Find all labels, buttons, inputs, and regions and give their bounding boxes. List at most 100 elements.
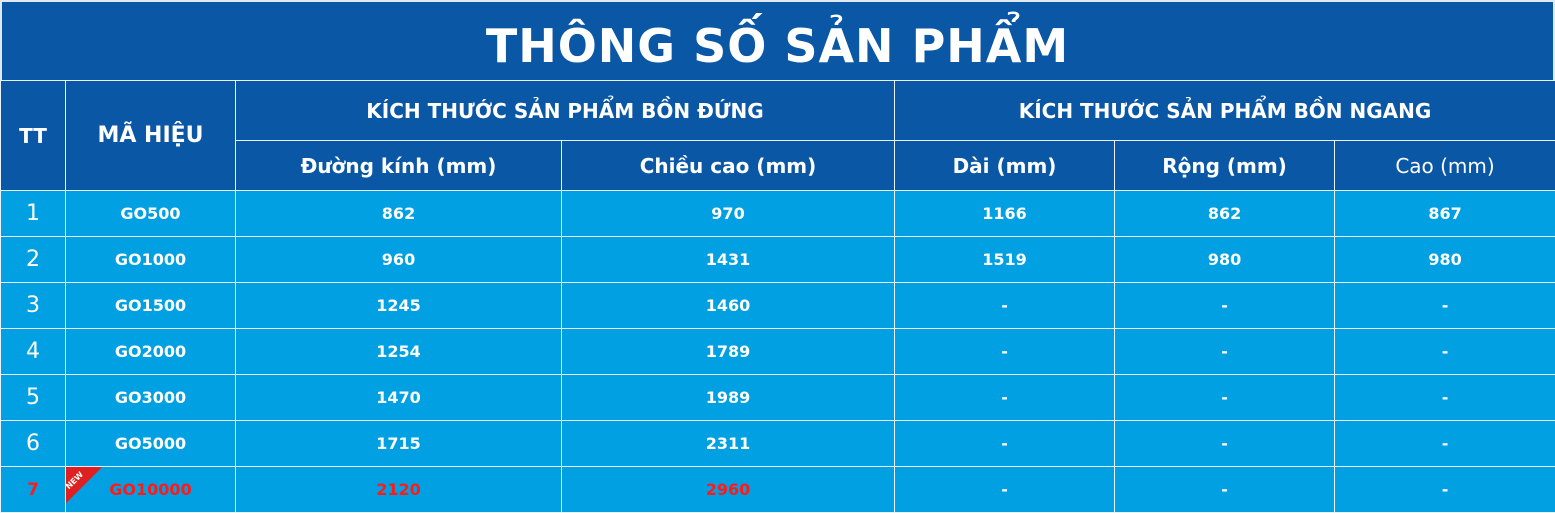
cell-value: GO1500 bbox=[115, 296, 186, 315]
cell-height: 1789 bbox=[562, 329, 895, 375]
header-diameter: Đường kính (mm) bbox=[236, 141, 562, 191]
cell-value: 5 bbox=[26, 385, 40, 410]
cell-value: 862 bbox=[382, 204, 415, 223]
cell-h-height: - bbox=[1335, 375, 1555, 421]
cell-value: GO10000 bbox=[109, 480, 191, 499]
page-title: THÔNG SỐ SẢN PHẨM bbox=[0, 0, 1555, 80]
cell-value: - bbox=[1001, 296, 1008, 315]
cell-code: GO500 bbox=[66, 191, 236, 237]
cell-value: 2311 bbox=[706, 434, 751, 453]
cell-tt: 3 bbox=[1, 283, 66, 329]
cell-value: 1431 bbox=[706, 250, 751, 269]
cell-length: - bbox=[895, 329, 1115, 375]
cell-width: - bbox=[1115, 329, 1335, 375]
cell-height: 2311 bbox=[562, 421, 895, 467]
cell-value: GO500 bbox=[120, 204, 180, 223]
cell-value: 980 bbox=[1208, 250, 1241, 269]
cell-length: - bbox=[895, 375, 1115, 421]
cell-diameter: 1470 bbox=[236, 375, 562, 421]
cell-code: GO2000 bbox=[66, 329, 236, 375]
header-h-height: Cao (mm) bbox=[1335, 141, 1555, 191]
cell-code: GO5000 bbox=[66, 421, 236, 467]
header-width: Rộng (mm) bbox=[1115, 141, 1335, 191]
cell-value: 960 bbox=[382, 250, 415, 269]
header-tt: TT bbox=[1, 81, 66, 191]
cell-tt: 1 bbox=[1, 191, 66, 237]
table-row: 5 GO3000 1470 1989 - - - bbox=[1, 375, 1555, 421]
cell-value: - bbox=[1442, 434, 1449, 453]
cell-value: 1789 bbox=[706, 342, 751, 361]
cell-value: GO2000 bbox=[115, 342, 186, 361]
cell-value: - bbox=[1001, 342, 1008, 361]
cell-diameter: 862 bbox=[236, 191, 562, 237]
cell-value: - bbox=[1221, 480, 1228, 499]
table-row: 4 GO2000 1254 1789 - - - bbox=[1, 329, 1555, 375]
cell-value: - bbox=[1221, 434, 1228, 453]
new-badge: NEW bbox=[66, 467, 102, 503]
cell-value: 1989 bbox=[706, 388, 751, 407]
cell-h-height: 867 bbox=[1335, 191, 1555, 237]
cell-h-height: 980 bbox=[1335, 237, 1555, 283]
cell-value: - bbox=[1001, 434, 1008, 453]
header-code: MÃ HIỆU bbox=[66, 81, 236, 191]
cell-value: GO1000 bbox=[115, 250, 186, 269]
cell-tt: 4 bbox=[1, 329, 66, 375]
cell-value: 1166 bbox=[982, 204, 1027, 223]
header-vertical-group: KÍCH THƯỚC SẢN PHẨM BỒN ĐỨNG bbox=[236, 81, 895, 141]
cell-width: - bbox=[1115, 421, 1335, 467]
cell-value: - bbox=[1001, 480, 1008, 499]
cell-value: 2 bbox=[26, 247, 40, 272]
cell-code: GO10000 NEW bbox=[66, 467, 236, 513]
cell-height: 2960 bbox=[562, 467, 895, 513]
cell-diameter: 2120 bbox=[236, 467, 562, 513]
cell-diameter: 1254 bbox=[236, 329, 562, 375]
cell-value: 970 bbox=[711, 204, 744, 223]
cell-value: 2120 bbox=[376, 480, 421, 499]
cell-tt: 5 bbox=[1, 375, 66, 421]
cell-diameter: 1245 bbox=[236, 283, 562, 329]
table-row: 3 GO1500 1245 1460 - - - bbox=[1, 283, 1555, 329]
cell-value: - bbox=[1001, 388, 1008, 407]
cell-value: 1519 bbox=[982, 250, 1027, 269]
cell-value: 7 bbox=[27, 480, 39, 500]
cell-tt: 6 bbox=[1, 421, 66, 467]
cell-length: - bbox=[895, 467, 1115, 513]
cell-value: - bbox=[1442, 342, 1449, 361]
cell-value: 1254 bbox=[376, 342, 421, 361]
cell-length: 1166 bbox=[895, 191, 1115, 237]
cell-value: 1460 bbox=[706, 296, 751, 315]
cell-h-height: - bbox=[1335, 283, 1555, 329]
table-row: 2 GO1000 960 1431 1519 980 980 bbox=[1, 237, 1555, 283]
cell-value: 3 bbox=[26, 293, 40, 318]
header-horizontal-group: KÍCH THƯỚC SẢN PHẨM BỒN NGANG bbox=[895, 81, 1555, 141]
cell-tt: 2 bbox=[1, 237, 66, 283]
cell-value: 1715 bbox=[376, 434, 421, 453]
cell-value: 2960 bbox=[706, 480, 751, 499]
cell-diameter: 1715 bbox=[236, 421, 562, 467]
cell-value: - bbox=[1442, 296, 1449, 315]
cell-tt: 7 bbox=[1, 467, 66, 513]
new-badge-label: NEW bbox=[64, 470, 85, 491]
cell-h-height: - bbox=[1335, 421, 1555, 467]
cell-width: 980 bbox=[1115, 237, 1335, 283]
cell-code: GO1000 bbox=[66, 237, 236, 283]
cell-value: GO3000 bbox=[115, 388, 186, 407]
table-row: 1 GO500 862 970 1166 862 867 bbox=[1, 191, 1555, 237]
cell-length: - bbox=[895, 283, 1115, 329]
cell-value: - bbox=[1221, 388, 1228, 407]
cell-code: GO1500 bbox=[66, 283, 236, 329]
cell-length: 1519 bbox=[895, 237, 1115, 283]
cell-value: - bbox=[1442, 480, 1449, 499]
cell-width: - bbox=[1115, 467, 1335, 513]
cell-value: 1470 bbox=[376, 388, 421, 407]
cell-value: 862 bbox=[1208, 204, 1241, 223]
cell-height: 970 bbox=[562, 191, 895, 237]
cell-h-height: - bbox=[1335, 329, 1555, 375]
cell-value: 980 bbox=[1428, 250, 1461, 269]
cell-value: 6 bbox=[26, 431, 40, 456]
cell-height: 1460 bbox=[562, 283, 895, 329]
cell-value: GO5000 bbox=[115, 434, 186, 453]
cell-diameter: 960 bbox=[236, 237, 562, 283]
cell-width: - bbox=[1115, 283, 1335, 329]
spec-table: TT MÃ HIỆU KÍCH THƯỚC SẢN PHẨM BỒN ĐỨNG … bbox=[0, 80, 1555, 513]
